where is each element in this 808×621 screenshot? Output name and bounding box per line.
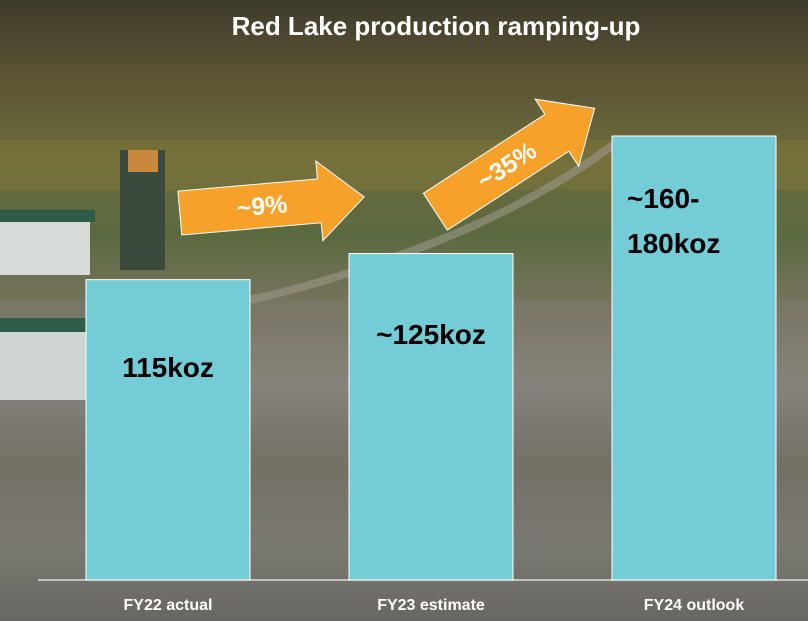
value-label: ~125koz	[376, 319, 486, 350]
value-label: ~160-180koz	[627, 183, 721, 259]
bar	[611, 135, 777, 581]
arrow-shape	[422, 98, 596, 231]
x-tick-label: FY24 outlook	[644, 597, 745, 614]
arrow: ~9%	[177, 159, 365, 242]
bar	[348, 253, 514, 581]
arrow-label: ~9%	[236, 190, 289, 222]
bar	[85, 279, 251, 581]
arrow-shape	[177, 159, 365, 242]
value-label: 115koz	[122, 352, 214, 383]
x-tick-label: FY23 estimate	[377, 597, 485, 614]
x-tick-label: FY22 actual	[124, 597, 213, 614]
chart-title: Red Lake production ramping-up	[232, 11, 641, 41]
